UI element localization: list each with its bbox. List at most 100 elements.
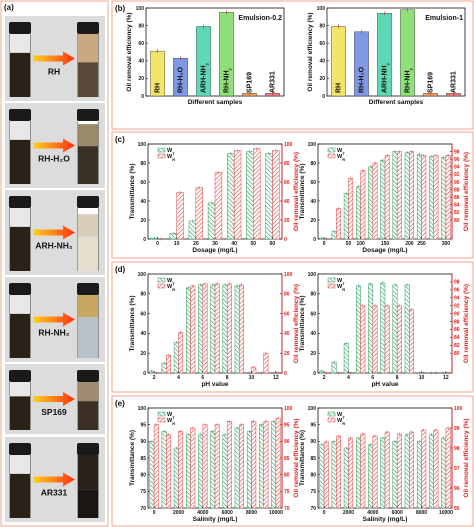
y2-axis-label: Oil removal efficiency (%) <box>463 284 470 363</box>
x-tick-label: 0 <box>153 510 156 516</box>
bar-wt <box>368 166 374 240</box>
bar-wt <box>356 285 361 374</box>
bar-wr <box>263 352 269 374</box>
y2-tick-label: 99 <box>454 426 460 432</box>
bar-wt <box>222 284 228 374</box>
y2-tick-label: 80 <box>284 292 290 298</box>
bar-wr <box>176 192 184 240</box>
vial-photo-panel: RH RH-H₂O ARH-NH₂ RH-NH₂ SP169 AR331 <box>5 16 105 522</box>
y-tick-label: 70 <box>310 506 316 512</box>
vial-layer <box>10 313 30 358</box>
x-axis-label: pH value <box>371 381 398 388</box>
x-tick-label: 50 <box>346 241 352 247</box>
panel-c-frame <box>111 131 474 259</box>
y2-tick-label: 96 <box>454 288 460 294</box>
bar-wt <box>186 434 191 509</box>
bar-wt <box>210 284 216 374</box>
bar-wt <box>265 153 273 240</box>
y-axis-label: Transmittance (%) <box>129 164 136 220</box>
x-tick-label: 2 <box>153 375 156 381</box>
vial-cap <box>77 370 99 382</box>
x-tick-label: 6 <box>371 375 374 381</box>
legend-label-wt: WT <box>337 278 345 286</box>
bar-wr <box>178 431 184 509</box>
bar-wr <box>226 283 232 374</box>
y2-tick-label: 95 <box>454 506 460 512</box>
y2-tick-label: 82 <box>454 210 460 216</box>
bar-wr <box>253 148 261 240</box>
x-tick-label: 8 <box>396 375 399 381</box>
y-tick-label: 60 <box>310 180 316 186</box>
y2-tick-label: 85 <box>284 456 290 462</box>
sample-label: RH-NH₂ <box>38 328 69 338</box>
y2-axis-label: Oil removal efficiency (%) <box>463 152 470 231</box>
sample-label: ARH-NH₂ <box>35 241 73 251</box>
y-tick-label: 100 <box>317 6 326 12</box>
legend-swatch-wt <box>327 411 336 417</box>
y2-tick-label: 96 <box>454 486 460 492</box>
bar-wr <box>360 305 366 374</box>
bar-wt <box>271 421 277 509</box>
bar-wr <box>226 421 232 509</box>
bar-label: SP169 <box>247 72 254 93</box>
y-axis-label: Transmittance (%) <box>129 430 136 486</box>
vial-layer <box>78 317 98 358</box>
legend-label-wr: WR <box>167 418 175 426</box>
bar-label: AR331 <box>451 71 458 93</box>
bar-wr <box>239 424 244 509</box>
chart-b2: 0 20 40 60 80 100 RH RH-H₂O ARH-NH2 RH-NH2 SP169 AR… <box>307 6 466 106</box>
arrow-icon <box>33 312 75 327</box>
bar-wt <box>441 437 447 509</box>
y-tick-label: 40 <box>310 331 316 337</box>
y-tick-label: 0 <box>143 371 146 377</box>
bar-wr <box>272 150 280 240</box>
bar-wr <box>214 283 220 374</box>
bar-label: RH <box>336 83 343 93</box>
x-tick-label: 0 <box>156 241 159 247</box>
bar-wt <box>149 441 155 509</box>
vial-cap <box>9 370 31 382</box>
bar-wr <box>433 155 439 240</box>
vial-layer <box>78 214 98 237</box>
bar-wr <box>409 151 414 240</box>
bar-wt <box>380 437 386 509</box>
y-tick-label: 100 <box>138 272 147 278</box>
panel-label-b: (b) <box>115 4 126 13</box>
arrow-icon <box>33 225 75 240</box>
vial-cap <box>9 443 31 455</box>
y2-tick-label: 94 <box>454 165 460 171</box>
vial-layer <box>10 226 30 271</box>
y2-tick-label: 60 <box>284 311 290 317</box>
y-tick-label: 85 <box>310 456 316 462</box>
bar-wt <box>198 284 204 374</box>
y-tick-label: 0 <box>143 237 146 243</box>
chart-c1: 0 20 40 60 80 100 0 20 40 60 80 100 0 10 20 30 40 50 60 WTW… <box>129 142 300 254</box>
y-axis-label: Oil removal efficiency (%) <box>126 12 133 91</box>
bar-wt <box>368 444 374 509</box>
panel-label-e: (e) <box>115 399 125 408</box>
y2-tick-label: 90 <box>454 311 460 317</box>
vial-layer <box>78 62 98 97</box>
y-tick-label: 100 <box>138 406 147 412</box>
y-tick-label: 85 <box>140 456 146 462</box>
bar-wr <box>384 431 390 509</box>
bar-wr <box>239 284 244 374</box>
bar-wt <box>331 441 337 509</box>
bar-label: RH-H₂O <box>178 66 185 93</box>
legend-label-wr: WR <box>167 284 175 292</box>
bar-wr <box>190 285 196 374</box>
x-tick-label: 0 <box>323 241 326 247</box>
y-tick-label: 100 <box>308 272 317 278</box>
y2-tick-label: 84 <box>454 203 460 209</box>
y2-tick-label: 60 <box>284 180 290 186</box>
legend-swatch-wr <box>327 283 336 289</box>
bar-wt <box>188 220 197 240</box>
x-tick-label: 8 <box>226 375 229 381</box>
vial-layer <box>78 382 98 402</box>
chart-e2: 70 75 80 85 90 95 100 95 96 97 98 99 100 0 2000 4000 600… <box>299 406 470 523</box>
x-tick-label: 200 <box>405 241 414 247</box>
y-tick-label: 20 <box>140 351 146 357</box>
y-axis-label: Oil removal efficiency (%) <box>307 12 314 91</box>
bar-wt <box>173 342 179 374</box>
